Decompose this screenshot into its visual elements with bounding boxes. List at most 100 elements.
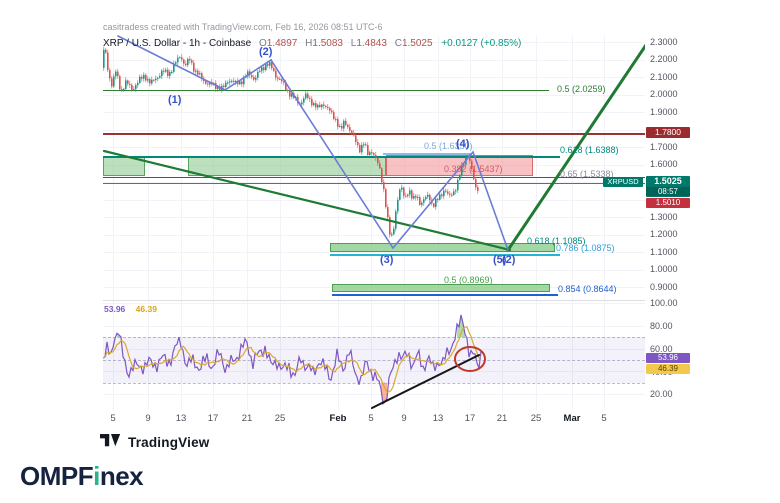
level-line-1.50 (103, 182, 645, 184)
symbol-legend: XRP / U.S. Dollar - 1h - Coinbase O1.489… (103, 38, 521, 49)
time-tick: 21 (241, 413, 253, 424)
time-tick: 5 (601, 413, 607, 424)
rsi-dashed-level (103, 337, 645, 339)
rsi-ma-price-chip: 46.39 (646, 363, 690, 374)
grid-line-horizontal (103, 303, 645, 304)
time-tick: 25 (274, 413, 286, 424)
low-value: 1.4843 (356, 38, 387, 49)
time-tick: 17 (207, 413, 219, 424)
rsi-dashed-level (103, 360, 645, 361)
grid-line-horizontal (103, 112, 645, 113)
price-tick: 0.9000 (650, 282, 678, 292)
grid-line-horizontal (103, 129, 645, 131)
secondary-price-chip: 1.5010 (646, 197, 690, 208)
symbol-price-chip: XRPUSD (603, 177, 643, 187)
time-tick: 13 (432, 413, 444, 424)
time-tick: 17 (464, 413, 476, 424)
rsi-ma-value: 46.39 (135, 304, 157, 314)
tradingview-wordmark: TradingView (128, 434, 210, 450)
time-tick: 21 (496, 413, 508, 424)
time-tick: 9 (145, 413, 151, 424)
price-tick: 1.7000 (650, 142, 678, 152)
demand-band-0.90 (332, 284, 550, 292)
close-value: 1.5025 (401, 38, 433, 49)
last-price-value: 1.5025 (654, 176, 682, 186)
fib-level-label: 0.5 (0.8969) (444, 275, 493, 285)
time-tick: 25 (530, 413, 542, 424)
time-tick: 5 (368, 413, 374, 424)
tradingview-logo: TradingView (100, 434, 209, 450)
golden-zone-left (103, 157, 145, 176)
high-value: 1.5083 (312, 38, 343, 49)
elliott-wave-label-3: (3) (380, 254, 394, 266)
fib-level-label: 0.618 (1.6388) (560, 145, 619, 155)
grid-line-horizontal (103, 252, 645, 253)
fib-level-label: 0.786 (1.0875) (556, 243, 615, 253)
rsi-legend: 53.96 46.39 (104, 304, 157, 314)
grid-line-horizontal (103, 199, 645, 201)
time-tick: Feb (329, 413, 347, 424)
tradingview-mark-icon (100, 434, 121, 447)
price-tick: 1.3000 (650, 212, 678, 222)
brand-prefix: OMPF (20, 461, 94, 491)
price-scale[interactable]: 1.7800 1.5025 08:57 1.5010 53.96 46.39 2… (645, 36, 715, 410)
bar-countdown: 08:57 (646, 187, 690, 196)
chart-canvas[interactable]: 0.5 (2.0259) 0.618 (1.6388) 0.5 (1.6350) 0.… (102, 35, 650, 410)
time-tick: 13 (175, 413, 187, 424)
time-tick: Mar (563, 413, 581, 424)
price-tick: 2.3000 (650, 37, 678, 47)
grid-line-horizontal (103, 394, 645, 396)
rsi-dashed-level (103, 382, 645, 384)
grid-line-horizontal (103, 77, 645, 78)
rsi-value: 53.96 (104, 304, 126, 314)
pane-separator[interactable] (103, 300, 692, 301)
resistance-line-1.78 (103, 133, 645, 135)
last-price-chip: 1.5025 08:57 (646, 176, 690, 197)
price-tick: 1.0000 (650, 264, 678, 274)
ompfinex-logo: OMPFinex (20, 461, 144, 492)
price-tick: 100.00 (650, 298, 678, 308)
rsi-price-chip: 53.96 (646, 353, 690, 363)
price-tick: 1.9000 (650, 107, 678, 117)
brand-suffix: nex (99, 461, 144, 491)
close-label: C (394, 38, 402, 49)
fib-line-2.0259 (103, 89, 549, 92)
price-tick: 1.2000 (650, 229, 678, 239)
attribution-text: casitradess created with TradingView.com… (103, 22, 383, 32)
grid-line-horizontal (103, 269, 645, 271)
fib-line-0.8644 (332, 293, 558, 296)
open-value: 1.4897 (266, 38, 298, 49)
time-scale[interactable]: 5 9 13 17 21 25 Feb 5 9 13 17 21 25 Mar 5 (103, 410, 692, 428)
elliott-wave-label-5: (5) (493, 254, 507, 266)
price-tick: 1.1000 (650, 247, 678, 257)
fib-level-label: 0.5 (2.0259) (557, 84, 606, 94)
symbol-title: XRP / U.S. Dollar - 1h - Coinbase (103, 38, 252, 49)
price-tick: 20.00 (650, 389, 673, 399)
fib-line-1.0875 (330, 254, 560, 257)
price-tick: 1.6000 (650, 159, 678, 169)
time-tick: 9 (401, 413, 407, 424)
grid-line-horizontal (103, 59, 645, 61)
fib-line-1.6388 (103, 156, 560, 158)
golden-zone (188, 157, 386, 176)
price-tick: 2.2000 (650, 54, 678, 64)
time-tick: 5 (110, 413, 116, 424)
change-value: +0.0127 (+0.85%) (441, 38, 522, 49)
price-tick: 2.1000 (650, 72, 678, 82)
level-price-chip: 1.7800 (646, 127, 690, 138)
elliott-wave-label-4: (4) (456, 138, 470, 150)
price-tick: 80.00 (650, 321, 673, 331)
grid-line-horizontal (103, 325, 645, 327)
price-tick: 60.00 (650, 344, 673, 354)
fib-line-1.6350 (383, 152, 472, 155)
brand-i: i (93, 461, 100, 491)
grid-line-horizontal (103, 217, 645, 218)
demand-band-1.11 (330, 243, 555, 252)
fib-level-label: 0.854 (0.8644) (558, 284, 617, 294)
grid-line-horizontal (103, 94, 645, 96)
open-label: O (259, 38, 267, 49)
price-tick: 2.0000 (650, 89, 678, 99)
elliott-wave-label-6: (2) (502, 254, 516, 266)
fib-level-label: 0.382 (1.5437) (444, 164, 503, 174)
